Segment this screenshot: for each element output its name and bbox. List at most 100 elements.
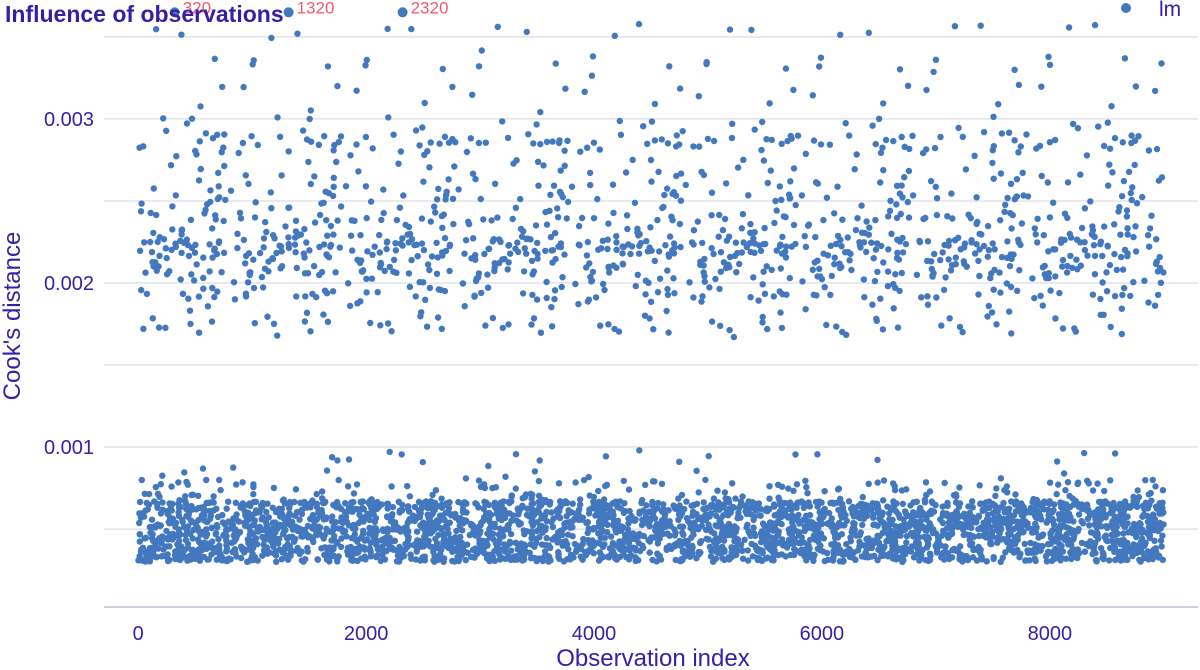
data-point [1021, 540, 1028, 548]
data-point [669, 217, 676, 224]
data-point [207, 512, 215, 519]
data-point [756, 556, 764, 563]
data-point [1130, 541, 1137, 548]
data-point [1057, 557, 1064, 564]
data-point [790, 487, 797, 494]
data-point [292, 217, 300, 224]
data-point [355, 168, 362, 175]
data-point [552, 255, 559, 263]
data-point [178, 231, 185, 238]
data-point [595, 498, 603, 506]
data-point [719, 226, 727, 234]
data-point [230, 464, 237, 471]
data-point [735, 509, 742, 516]
data-point [1075, 525, 1082, 533]
data-point [810, 554, 817, 561]
data-point [323, 217, 330, 224]
data-point [595, 522, 603, 530]
data-point [515, 552, 523, 559]
data-point [669, 247, 676, 254]
data-point [238, 502, 245, 509]
data-point [1129, 184, 1136, 191]
data-point [665, 329, 672, 336]
data-point [147, 238, 154, 246]
data-point [1133, 533, 1140, 541]
data-point [530, 140, 537, 147]
data-point [329, 288, 337, 295]
data-point [790, 221, 798, 229]
data-point [307, 515, 314, 523]
data-point [417, 510, 424, 517]
data-point [548, 304, 555, 311]
data-point [963, 552, 970, 560]
data-point [270, 320, 278, 327]
data-point [1144, 232, 1152, 239]
data-point [1013, 193, 1021, 200]
data-point [357, 232, 364, 239]
data-point [916, 557, 923, 564]
data-point [358, 257, 365, 264]
data-point [989, 159, 996, 167]
data-point [1002, 549, 1009, 556]
data-point [383, 500, 391, 508]
data-point [858, 202, 865, 209]
data-point [1111, 292, 1119, 300]
data-point [176, 531, 184, 538]
data-point [965, 503, 972, 510]
data-point [641, 518, 648, 525]
data-point [324, 318, 332, 325]
data-point [547, 233, 555, 241]
data-point [869, 500, 876, 507]
data-point [588, 72, 596, 79]
data-point [508, 492, 515, 499]
data-point [991, 246, 998, 253]
data-point [277, 265, 284, 272]
data-point [1081, 205, 1089, 212]
data-point [440, 538, 447, 545]
data-point [532, 222, 540, 229]
data-point [729, 480, 736, 487]
data-point [537, 329, 545, 336]
data-point [586, 169, 594, 177]
data-point [890, 500, 898, 507]
data-point [366, 524, 373, 532]
data-point [945, 554, 952, 561]
data-point [499, 256, 506, 263]
data-point [914, 535, 922, 542]
data-point [690, 501, 697, 509]
data-point [821, 488, 828, 495]
data-point [646, 549, 653, 556]
data-point [708, 212, 715, 219]
data-point [323, 526, 330, 534]
data-point [438, 495, 445, 502]
data-point [885, 213, 892, 220]
data-point [726, 253, 734, 261]
data-point [993, 485, 1000, 492]
data-point [554, 539, 561, 546]
data-point [362, 183, 370, 190]
y-tick-label: 0.001 [44, 437, 94, 459]
data-point [944, 513, 952, 520]
data-point [1127, 292, 1134, 300]
data-point [842, 120, 849, 127]
data-point [939, 249, 946, 256]
data-point [332, 269, 339, 276]
data-point [661, 191, 668, 199]
data-point [506, 499, 513, 507]
data-point [1014, 287, 1021, 294]
data-point [462, 237, 470, 244]
data-point [761, 290, 769, 297]
data-point [576, 242, 583, 249]
data-point [677, 197, 685, 204]
data-point [1055, 481, 1062, 488]
data-point [841, 551, 848, 558]
data-point [782, 254, 790, 261]
data-point [707, 510, 715, 517]
data-point [1137, 539, 1145, 546]
data-point [527, 541, 534, 548]
data-point [590, 139, 598, 146]
data-point [1159, 487, 1167, 494]
data-point [823, 321, 830, 329]
data-point [1159, 556, 1167, 563]
data-point [693, 467, 700, 474]
